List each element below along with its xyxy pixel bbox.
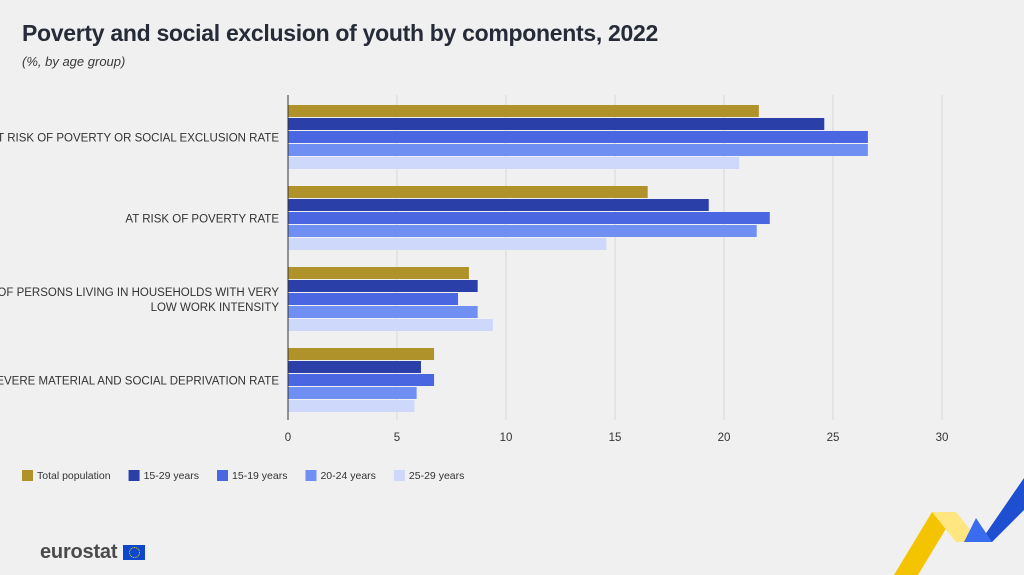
bar bbox=[288, 361, 421, 373]
legend-label: 20-24 years bbox=[320, 470, 375, 482]
legend-label: 25-29 years bbox=[409, 470, 464, 482]
bar bbox=[288, 186, 648, 198]
chart-subtitle: (%, by age group) bbox=[22, 54, 126, 69]
x-tick-label: 5 bbox=[394, 432, 400, 444]
x-tick-label: 30 bbox=[936, 432, 949, 444]
x-tick-label: 20 bbox=[718, 432, 731, 444]
bar bbox=[288, 280, 478, 292]
legend-label: 15-29 years bbox=[144, 470, 199, 482]
bar bbox=[288, 293, 459, 305]
footer bbox=[0, 530, 1024, 575]
legend-swatch bbox=[22, 470, 33, 481]
legend-swatch bbox=[305, 470, 317, 481]
bar bbox=[288, 212, 770, 224]
bar bbox=[288, 267, 469, 279]
bar bbox=[288, 400, 415, 412]
bar bbox=[288, 105, 759, 117]
bar bbox=[288, 225, 757, 237]
bar bbox=[288, 319, 493, 331]
legend-label: 15-19 years bbox=[232, 470, 287, 482]
category-label: AT RISK OF POVERTY RATE bbox=[125, 214, 279, 226]
bar bbox=[288, 238, 607, 250]
logo-text: eurostat bbox=[40, 541, 118, 563]
bar bbox=[288, 118, 825, 130]
legend-swatch bbox=[128, 470, 140, 481]
bar bbox=[288, 348, 435, 360]
legend-label: Total population bbox=[37, 470, 111, 482]
category-label: SEVERE MATERIAL AND SOCIAL DEPRIVATION R… bbox=[0, 376, 279, 388]
bar bbox=[288, 199, 709, 211]
category-label: LOW WORK INTENSITY bbox=[151, 302, 280, 314]
bar bbox=[288, 387, 417, 399]
legend-swatch bbox=[393, 470, 405, 481]
x-tick-label: 0 bbox=[285, 432, 291, 444]
x-tick-label: 15 bbox=[609, 432, 622, 444]
legend-swatch bbox=[217, 470, 229, 481]
x-tick-label: 10 bbox=[500, 432, 513, 444]
bar bbox=[288, 374, 435, 386]
category-label: SHARE OF PERSONS LIVING IN HOUSEHOLDS WI… bbox=[0, 287, 279, 299]
decorative-stripes-icon bbox=[894, 478, 1024, 575]
bar bbox=[288, 144, 868, 156]
x-tick-label: 25 bbox=[827, 432, 840, 444]
bar bbox=[288, 157, 740, 169]
chart-title: Poverty and social exclusion of youth by… bbox=[22, 20, 659, 46]
bar-chart: AT RISK OF POVERTY OR SOCIAL EXCLUSION R… bbox=[0, 95, 949, 482]
bar bbox=[288, 306, 478, 318]
eurostat-logo: eurostat bbox=[40, 541, 146, 564]
bar bbox=[288, 131, 868, 143]
category-label: AT RISK OF POVERTY OR SOCIAL EXCLUSION R… bbox=[0, 133, 279, 145]
eu-flag-icon bbox=[123, 545, 146, 560]
